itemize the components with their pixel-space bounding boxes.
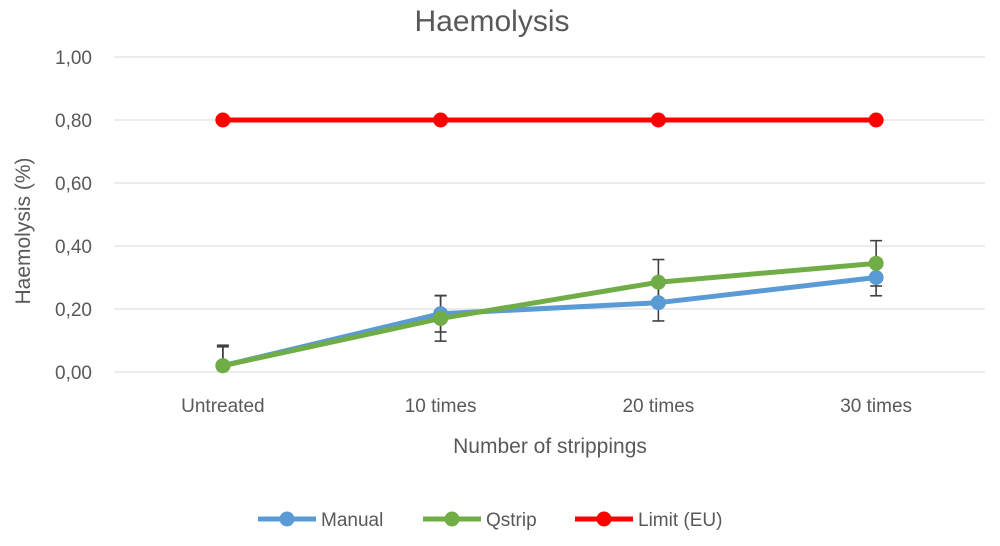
data-series [215, 112, 884, 374]
x-axis-title: Number of strippings [453, 435, 647, 458]
legend-marker [444, 511, 460, 527]
data-point [433, 112, 449, 128]
y-tick-label: 0,40 [55, 237, 92, 258]
y-axis-ticks: 0,00 0,20 0,40 0,60 0,80 1,00 [55, 48, 92, 384]
series-line [220, 275, 879, 369]
chart-title: Haemolysis [414, 5, 569, 38]
data-point [650, 295, 666, 311]
data-point [868, 112, 884, 128]
y-tick-label: 1,00 [55, 48, 92, 69]
series-line [220, 260, 879, 369]
data-point [215, 112, 231, 128]
x-axis-ticks: Untreated 10 times 20 times 30 times [181, 396, 912, 417]
y-tick-label: 0,60 [55, 174, 92, 195]
y-tick-label: 0,80 [55, 111, 92, 132]
legend-marker [596, 511, 612, 527]
y-tick-label: 0,00 [55, 363, 92, 384]
data-point [433, 310, 449, 326]
data-point [650, 112, 666, 128]
y-axis-title: Haemolysis (%) [12, 157, 35, 304]
legend: Manual Qstrip Limit (EU) [258, 510, 722, 531]
x-tick-label: 10 times [405, 396, 477, 417]
data-point [868, 255, 884, 271]
x-tick-label: Untreated [181, 396, 264, 417]
x-tick-label: 20 times [622, 396, 694, 417]
legend-marker [279, 511, 295, 527]
y-tick-label: 0,20 [55, 300, 92, 321]
gridlines [114, 56, 985, 373]
legend-label: Qstrip [486, 510, 537, 531]
x-tick-label: 30 times [840, 396, 912, 417]
data-point [650, 274, 666, 290]
data-point [868, 270, 884, 285]
data-point [215, 358, 231, 374]
legend-label: Limit (EU) [638, 510, 722, 531]
legend-label: Manual [321, 510, 383, 531]
